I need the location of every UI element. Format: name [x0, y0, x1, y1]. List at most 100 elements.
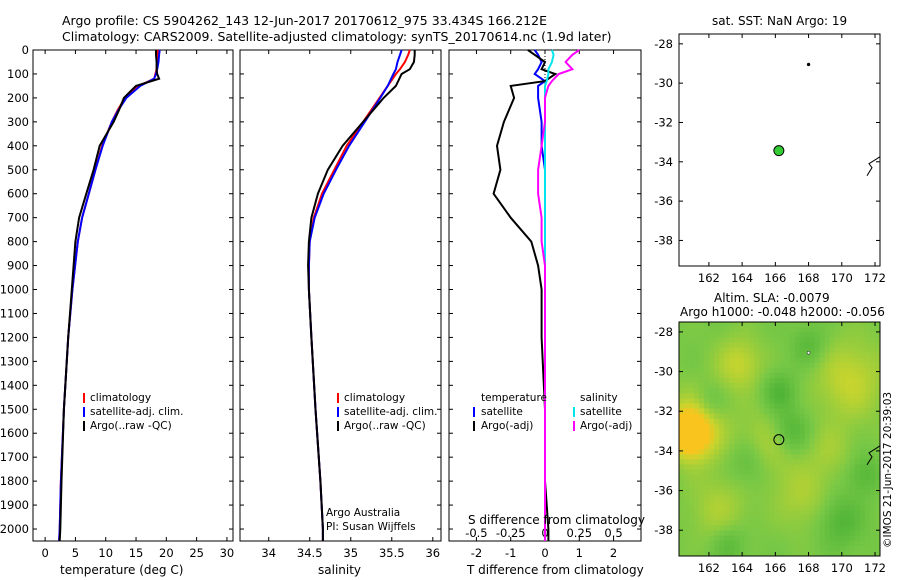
- sla-heatmap-cell: [849, 337, 856, 343]
- sla-heatmap-cell: [734, 439, 740, 445]
- sla-heatmap-cell: [714, 474, 720, 481]
- sla-heatmap-cell: [719, 347, 725, 353]
- sla-heatmap-cell: [719, 428, 725, 435]
- sla-heatmap-cell: [684, 327, 690, 333]
- sla-heatmap-cell: [799, 459, 806, 465]
- sla-heatmap-cell: [769, 515, 775, 521]
- sla-heatmap-cell: [814, 393, 821, 399]
- sla-heatmap-cell: [754, 332, 760, 338]
- sla-heatmap-cell: [789, 500, 795, 506]
- sla-heatmap-cell: [724, 439, 730, 445]
- sla-heatmap-cell: [749, 474, 755, 481]
- sla-heatmap-cell: [754, 413, 760, 420]
- sla-heatmap-cell: [839, 367, 846, 374]
- sla-heatmap-cell: [844, 474, 851, 481]
- sla-heatmap-cell: [714, 530, 720, 537]
- sla-heatmap-cell: [709, 454, 715, 460]
- sla-heatmap-cell: [844, 418, 851, 425]
- sla-heatmap-cell: [774, 520, 780, 526]
- sla-heatmap-cell: [724, 444, 730, 450]
- sla-heatmap-cell: [854, 383, 861, 389]
- sla-heatmap-cell: [799, 327, 806, 333]
- sla-heatmap-cell: [754, 550, 760, 557]
- sla-heatmap-cell: [704, 423, 710, 430]
- sla-heatmap-cell: [679, 433, 685, 440]
- sla-heatmap-cell: [819, 464, 826, 470]
- sla-heatmap-cell: [874, 418, 881, 425]
- difference-xlabel-top: S difference from climatology: [468, 513, 645, 527]
- sla-heatmap-cell: [759, 423, 765, 430]
- sla-heatmap-cell: [754, 423, 760, 430]
- sla-heatmap-cell: [684, 377, 690, 384]
- sla-heatmap-cell: [809, 474, 816, 481]
- sla-heatmap-cell: [699, 388, 705, 394]
- sla-heatmap-cell: [684, 357, 690, 364]
- sla-heatmap-cell: [844, 550, 851, 557]
- sla-heatmap-cell: [689, 464, 695, 470]
- sla-heatmap-cell: [764, 439, 770, 445]
- sla-heatmap-cell: [759, 510, 765, 516]
- sla-heatmap-cell: [854, 428, 861, 435]
- sla_map-lat-label: -34: [654, 444, 673, 458]
- sla-heatmap-cell: [709, 489, 715, 496]
- sla-heatmap-cell: [684, 403, 690, 409]
- sla-heatmap-cell: [744, 377, 750, 384]
- sla-heatmap-cell: [804, 500, 811, 506]
- sla-heatmap-cell: [839, 550, 846, 557]
- sla-heatmap-cell: [754, 530, 760, 537]
- sla-heatmap-cell: [784, 489, 790, 496]
- sla-heatmap-cell: [744, 327, 750, 333]
- sla-heatmap-cell: [679, 515, 685, 521]
- sla-heatmap-cell: [854, 525, 861, 531]
- sla-heatmap-cell: [864, 362, 871, 369]
- sla-heatmap-cell: [719, 540, 725, 547]
- sla-heatmap-cell: [744, 535, 750, 542]
- sla-heatmap-cell: [734, 362, 740, 369]
- sla-heatmap-cell: [789, 439, 795, 445]
- sla-heatmap-cell: [694, 494, 700, 501]
- sla-heatmap-cell: [714, 520, 720, 526]
- sla-heatmap-cell: [854, 433, 861, 440]
- sla-heatmap-cell: [804, 423, 811, 430]
- sla-heatmap-cell: [699, 352, 705, 359]
- depth-tick-label: 200: [7, 91, 29, 105]
- sla-heatmap-cell: [689, 520, 695, 526]
- sla-heatmap-cell: [749, 494, 755, 501]
- sla-heatmap-cell: [764, 352, 770, 359]
- sla-heatmap-cell: [784, 530, 790, 537]
- sla-heatmap-cell: [839, 413, 846, 420]
- temperature-series-0: [58, 50, 159, 542]
- sla-heatmap-cell: [729, 423, 735, 430]
- sla-heatmap-cell: [874, 398, 881, 404]
- sla-heatmap-cell: [804, 418, 811, 425]
- sla-heatmap-cell: [719, 418, 725, 425]
- sla-heatmap-cell: [784, 433, 790, 440]
- sla-heatmap-cell: [829, 362, 836, 369]
- sla-heatmap-cell: [734, 494, 740, 501]
- sla-heatmap-cell: [689, 372, 695, 379]
- sla-heatmap-cell: [719, 454, 725, 460]
- sla-heatmap-cell: [724, 383, 730, 389]
- sla-heatmap-cell: [814, 372, 821, 379]
- sla-heatmap-cell: [699, 433, 705, 440]
- sla-heatmap-cell: [799, 367, 806, 374]
- sla-heatmap-cell: [804, 505, 811, 511]
- sla-heatmap-cell: [869, 525, 876, 531]
- sla_map-lat-label: -32: [654, 404, 673, 418]
- sla-heatmap-cell: [809, 530, 816, 537]
- sla-heatmap-cell: [844, 367, 851, 374]
- sla-heatmap-cell: [819, 367, 826, 374]
- sla-heatmap-cell: [859, 367, 866, 374]
- sla-heatmap-cell: [849, 388, 856, 394]
- sla-heatmap-cell: [734, 403, 740, 409]
- sla-heatmap-cell: [689, 469, 695, 476]
- sla-heatmap-cell: [694, 423, 700, 430]
- sla-heatmap-cell: [744, 433, 750, 440]
- sla-heatmap-cell: [739, 474, 745, 481]
- sla-heatmap-cell: [824, 418, 831, 425]
- sla-heatmap-cell: [759, 520, 765, 526]
- sla-heatmap-cell: [799, 530, 806, 537]
- sla-heatmap-cell: [759, 505, 765, 511]
- sla-heatmap-cell: [679, 372, 685, 379]
- sla-heatmap-cell: [749, 372, 755, 379]
